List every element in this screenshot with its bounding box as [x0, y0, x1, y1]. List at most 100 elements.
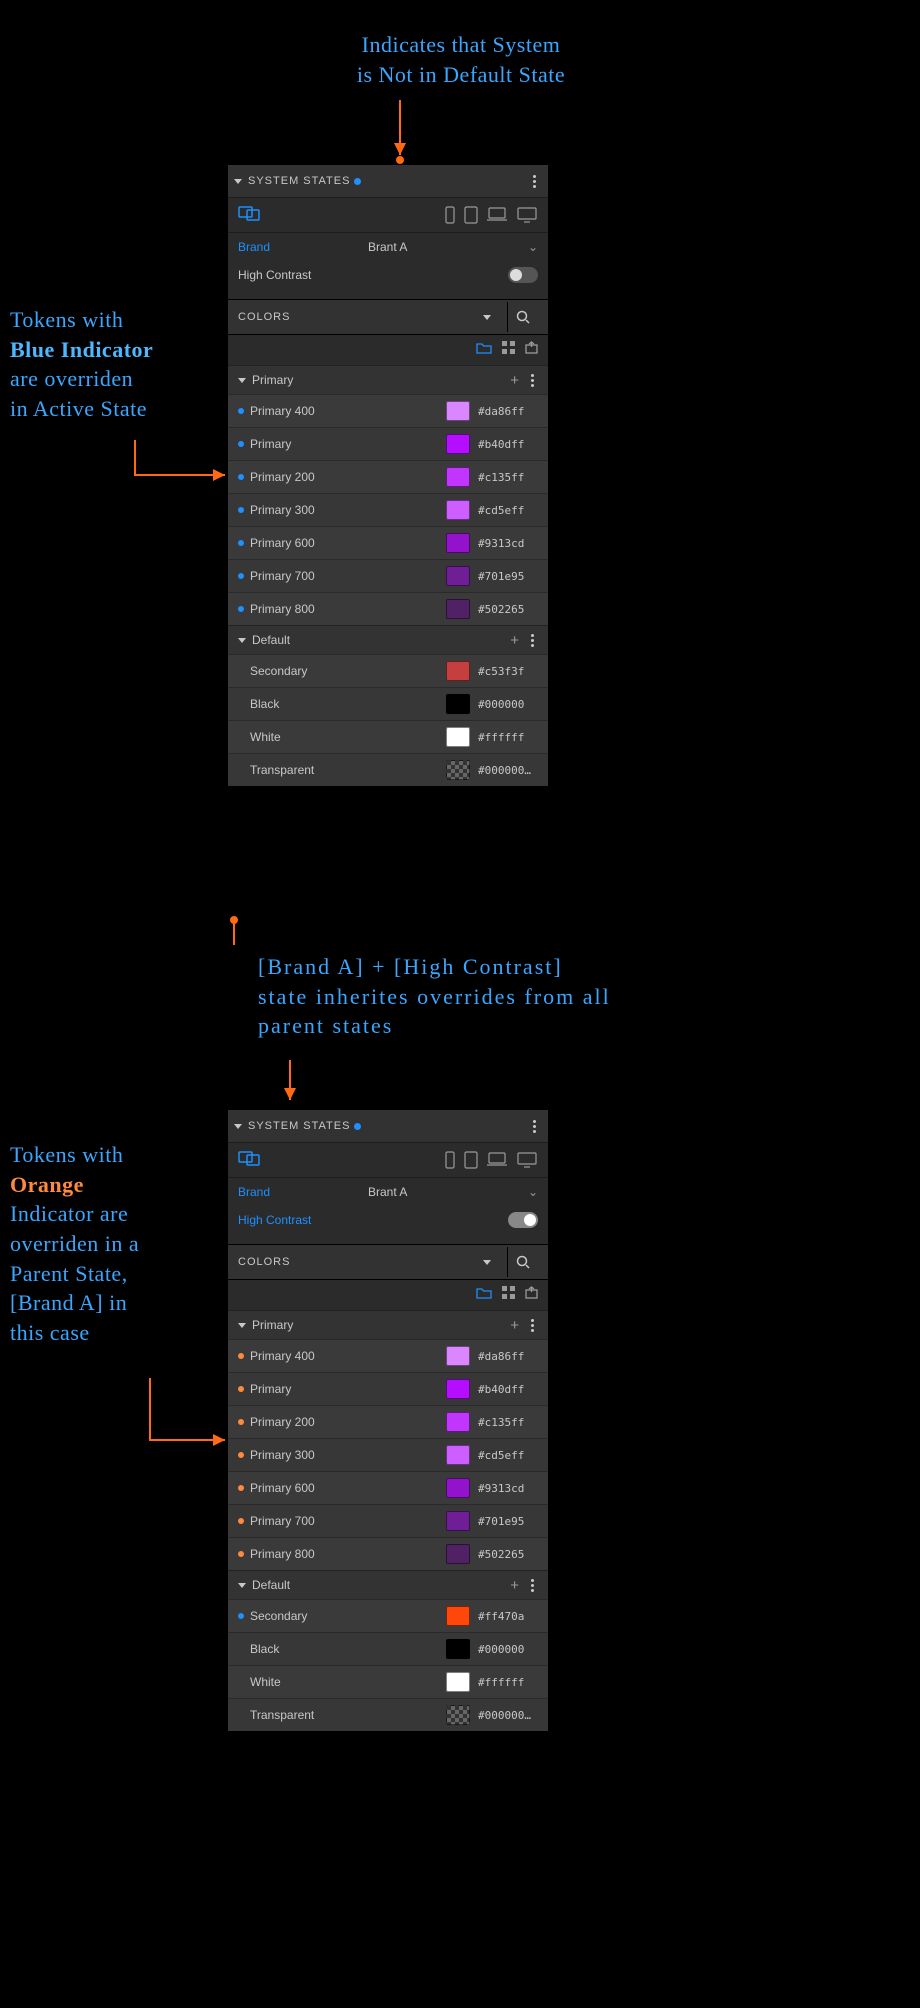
phone-icon[interactable]	[444, 206, 456, 224]
export-icon[interactable]	[525, 1286, 538, 1304]
kebab-menu-icon[interactable]	[527, 370, 538, 391]
kebab-menu-icon[interactable]	[527, 630, 538, 651]
token-name: Primary 600	[250, 536, 446, 550]
kebab-menu-icon[interactable]	[527, 1315, 538, 1336]
brand-label: Brand	[238, 1185, 368, 1199]
token-row[interactable]: Primary 300#cd5eff	[228, 493, 548, 526]
token-row[interactable]: Primary 700#701e95	[228, 1504, 548, 1537]
primary-tokens-b: Primary 400#da86ffPrimary#b40dffPrimary …	[228, 1339, 548, 1570]
token-row[interactable]: Primary 400#da86ff	[228, 394, 548, 427]
search-button[interactable]	[507, 1247, 538, 1277]
color-swatch[interactable]	[446, 1606, 470, 1626]
token-name: Primary 300	[250, 1448, 446, 1462]
color-swatch[interactable]	[446, 1705, 470, 1725]
color-swatch[interactable]	[446, 661, 470, 681]
color-swatch[interactable]	[446, 434, 470, 454]
folder-icon[interactable]	[476, 341, 492, 359]
group-primary-header[interactable]: Primary +	[228, 1310, 548, 1339]
token-row[interactable]: Black#000000	[228, 687, 548, 720]
high-contrast-row: High Contrast	[228, 261, 548, 289]
brand-row[interactable]: Brand Brant A ⌄	[228, 1178, 548, 1206]
token-row[interactable]: White#ffffff	[228, 720, 548, 753]
default-tokens-a: Secondary#c53f3fBlack#000000White#ffffff…	[228, 654, 548, 786]
state-indicator-dot	[354, 1123, 361, 1130]
add-icon[interactable]: +	[510, 633, 519, 648]
token-row[interactable]: Transparent#000000…	[228, 753, 548, 786]
token-row[interactable]: Black#000000	[228, 1632, 548, 1665]
desktop-icon[interactable]	[516, 1151, 538, 1169]
phone-icon[interactable]	[444, 1151, 456, 1169]
token-row[interactable]: Primary 200#c135ff	[228, 1405, 548, 1438]
token-row[interactable]: Primary 700#701e95	[228, 559, 548, 592]
high-contrast-toggle[interactable]	[508, 1212, 538, 1228]
token-row[interactable]: Secondary#ff470a	[228, 1599, 548, 1632]
color-swatch[interactable]	[446, 599, 470, 619]
grid-icon[interactable]	[502, 1286, 515, 1304]
text: Blue Indicator	[10, 337, 153, 362]
token-row[interactable]: Primary#b40dff	[228, 1372, 548, 1405]
laptop-icon[interactable]	[486, 206, 508, 222]
group-primary-header[interactable]: Primary +	[228, 365, 548, 394]
color-swatch[interactable]	[446, 1672, 470, 1692]
token-row[interactable]: Transparent#000000…	[228, 1698, 548, 1731]
device-row	[228, 198, 548, 233]
color-swatch[interactable]	[446, 566, 470, 586]
high-contrast-toggle[interactable]	[508, 267, 538, 283]
color-swatch[interactable]	[446, 401, 470, 421]
color-swatch[interactable]	[446, 1379, 470, 1399]
hex-value: #000000…	[478, 1709, 538, 1722]
screens-icon[interactable]	[238, 1149, 260, 1172]
token-row[interactable]: Primary#b40dff	[228, 427, 548, 460]
color-swatch[interactable]	[446, 1639, 470, 1659]
group-default-header[interactable]: Default +	[228, 625, 548, 654]
chevron-down-icon	[238, 1583, 246, 1588]
screens-icon[interactable]	[238, 204, 260, 227]
color-swatch[interactable]	[446, 500, 470, 520]
kebab-menu-icon[interactable]	[527, 1575, 538, 1596]
add-icon[interactable]: +	[510, 1578, 519, 1593]
color-swatch[interactable]	[446, 1544, 470, 1564]
add-icon[interactable]: +	[510, 373, 519, 388]
color-swatch[interactable]	[446, 1511, 470, 1531]
laptop-icon[interactable]	[486, 1151, 508, 1167]
token-row[interactable]: Primary 200#c135ff	[228, 460, 548, 493]
group-default-header[interactable]: Default +	[228, 1570, 548, 1599]
token-row[interactable]: Primary 600#9313cd	[228, 1471, 548, 1504]
color-swatch[interactable]	[446, 760, 470, 780]
color-swatch[interactable]	[446, 727, 470, 747]
tablet-icon[interactable]	[464, 1151, 478, 1169]
color-swatch[interactable]	[446, 1445, 470, 1465]
color-swatch[interactable]	[446, 1412, 470, 1432]
text: [Brand A] in	[10, 1290, 127, 1315]
search-button[interactable]	[507, 302, 538, 332]
kebab-menu-icon[interactable]	[529, 1116, 540, 1137]
text: in Active State	[10, 396, 147, 421]
folder-icon[interactable]	[476, 1286, 492, 1304]
token-name: Primary 400	[250, 404, 446, 418]
color-swatch[interactable]	[446, 1478, 470, 1498]
token-row[interactable]: Primary 800#502265	[228, 1537, 548, 1570]
color-swatch[interactable]	[446, 1346, 470, 1366]
kebab-menu-icon[interactable]	[529, 171, 540, 192]
brand-row[interactable]: Brand Brant A ⌄	[228, 233, 548, 261]
colors-category-header[interactable]: COLORS	[228, 299, 548, 335]
color-swatch[interactable]	[446, 467, 470, 487]
token-row[interactable]: Primary 300#cd5eff	[228, 1438, 548, 1471]
token-row[interactable]: Primary 800#502265	[228, 592, 548, 625]
panel-header[interactable]: SYSTEM STATES	[228, 1110, 548, 1143]
search-icon	[516, 1255, 530, 1269]
token-row[interactable]: Primary 600#9313cd	[228, 526, 548, 559]
add-icon[interactable]: +	[510, 1318, 519, 1333]
grid-icon[interactable]	[502, 341, 515, 359]
color-swatch[interactable]	[446, 694, 470, 714]
tablet-icon[interactable]	[464, 206, 478, 224]
token-row[interactable]: Secondary#c53f3f	[228, 654, 548, 687]
desktop-icon[interactable]	[516, 206, 538, 224]
export-icon[interactable]	[525, 341, 538, 359]
token-row[interactable]: Primary 400#da86ff	[228, 1339, 548, 1372]
color-swatch[interactable]	[446, 533, 470, 553]
panel-header[interactable]: SYSTEM STATES	[228, 165, 548, 198]
colors-category-header[interactable]: COLORS	[228, 1244, 548, 1280]
search-icon	[516, 310, 530, 324]
token-row[interactable]: White#ffffff	[228, 1665, 548, 1698]
